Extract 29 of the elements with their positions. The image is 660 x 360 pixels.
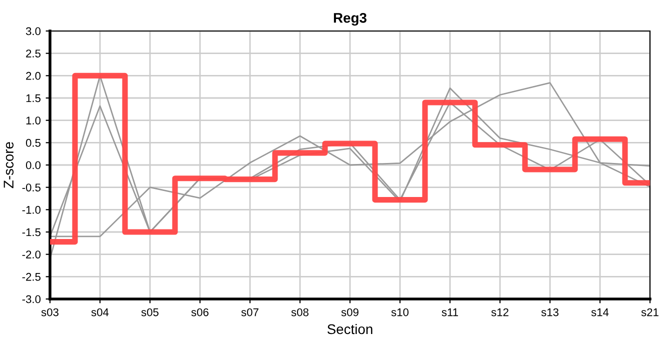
y-tick-label: -2.0 [22,250,41,258]
x-tick-label: s10 [391,308,409,316]
x-tick-label: s04 [91,308,109,316]
x-tick-label: s14 [591,308,609,316]
x-tick-label: s06 [191,308,208,316]
y-tick-label: 0.0 [26,161,41,170]
y-tick-label: -1.5 [22,228,41,236]
y-axis-title: Z-score [4,142,14,188]
x-tick-label: s03 [41,308,58,316]
y-tick-label: 0.5 [26,138,41,147]
y-tick-label: 1.0 [26,116,41,124]
y-tick-label: 2.0 [26,72,41,80]
x-axis-title: Section [327,324,372,334]
chart-title: Reg3 [334,12,366,26]
y-tick-label: -3.0 [22,295,41,304]
y-tick-label: -1.0 [22,206,41,214]
y-tick-label: 2.5 [26,50,41,58]
x-tick-label: s05 [141,308,158,316]
x-tick-label: s07 [241,308,258,316]
y-tick-label: -0.5 [22,184,41,192]
x-tick-label: s12 [491,308,508,316]
x-tick-label: s09 [341,308,358,316]
x-tick-label: s21 [641,308,658,316]
y-tick-label: 3.0 [26,27,41,36]
y-tick-label: 1.5 [26,94,41,102]
y-tick-label: -2.5 [22,272,41,281]
x-tick-label: s08 [291,308,308,316]
x-tick-label: s13 [541,308,558,316]
x-tick-label: s11 [442,308,458,316]
